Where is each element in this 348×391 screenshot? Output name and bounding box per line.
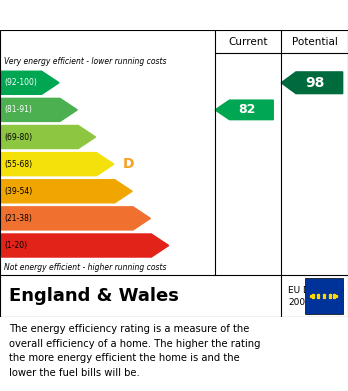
Text: E: E	[142, 184, 152, 198]
Text: (21-38): (21-38)	[4, 214, 32, 223]
Text: F: F	[160, 212, 170, 225]
Text: Very energy efficient - lower running costs: Very energy efficient - lower running co…	[4, 57, 167, 66]
Text: (55-68): (55-68)	[4, 160, 32, 169]
Text: Potential: Potential	[292, 37, 338, 47]
FancyArrow shape	[0, 126, 96, 149]
Text: 82: 82	[238, 103, 256, 117]
Text: B: B	[87, 103, 97, 117]
Text: G: G	[178, 239, 189, 253]
Text: (1-20): (1-20)	[4, 241, 27, 250]
Text: Current: Current	[228, 37, 268, 47]
Text: D: D	[123, 157, 134, 171]
Text: Not energy efficient - higher running costs: Not energy efficient - higher running co…	[4, 262, 167, 271]
FancyArrow shape	[0, 99, 77, 122]
Text: A: A	[68, 76, 79, 90]
Text: Energy Efficiency Rating: Energy Efficiency Rating	[9, 7, 230, 23]
FancyArrow shape	[281, 72, 343, 93]
Text: (92-100): (92-100)	[4, 78, 37, 87]
Bar	[304, 278, 343, 314]
Text: C: C	[105, 130, 116, 144]
Text: (39-54): (39-54)	[4, 187, 32, 196]
Text: 98: 98	[305, 76, 325, 90]
Text: The energy efficiency rating is a measure of the
overall efficiency of a home. T: The energy efficiency rating is a measur…	[9, 325, 260, 378]
FancyArrow shape	[0, 152, 114, 176]
Text: (81-91): (81-91)	[4, 106, 32, 115]
Text: (69-80): (69-80)	[4, 133, 32, 142]
Text: England & Wales: England & Wales	[9, 287, 179, 305]
Text: EU Directive
2002/91/EC: EU Directive 2002/91/EC	[288, 285, 344, 307]
FancyArrow shape	[0, 180, 132, 203]
FancyArrow shape	[0, 234, 169, 257]
FancyArrow shape	[0, 207, 150, 230]
FancyArrow shape	[215, 100, 273, 120]
FancyArrow shape	[0, 71, 59, 94]
